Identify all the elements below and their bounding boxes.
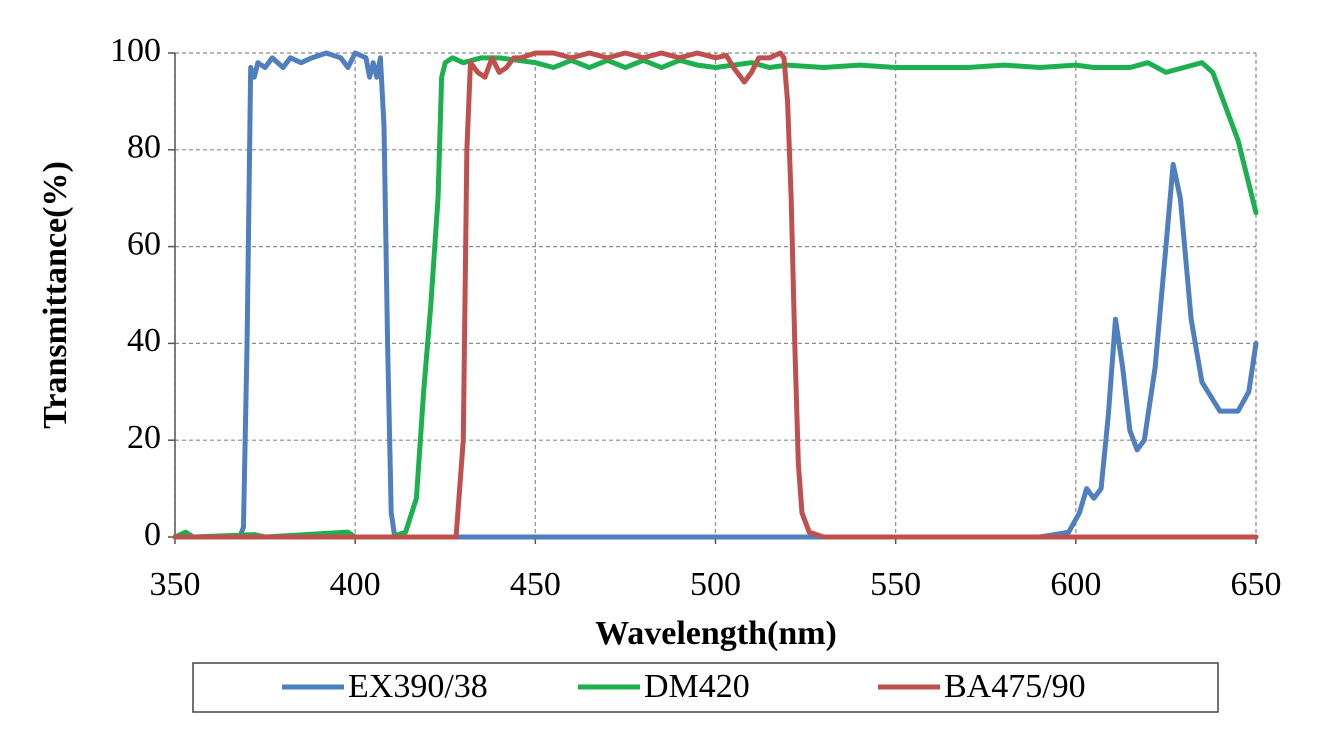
x-tick-label: 650 bbox=[1231, 566, 1282, 603]
legend-label: EX390/38 bbox=[348, 668, 488, 705]
x-tick-label: 400 bbox=[330, 566, 381, 603]
y-tick-label: 60 bbox=[127, 225, 161, 262]
legend-label: BA475/90 bbox=[944, 668, 1086, 705]
y-axis-title: Transmittance(%) bbox=[37, 161, 74, 429]
y-tick-label: 0 bbox=[144, 516, 161, 553]
x-tick-label: 350 bbox=[150, 566, 201, 603]
y-tick-label: 80 bbox=[127, 129, 161, 166]
x-tick-label: 450 bbox=[510, 566, 561, 603]
y-tick-label: 100 bbox=[110, 32, 161, 69]
series-line bbox=[172, 50, 1259, 540]
x-axis-title: Wavelength(nm) bbox=[595, 615, 837, 652]
series-line bbox=[172, 50, 1259, 540]
x-tick-label: 500 bbox=[690, 566, 741, 603]
x-tick-label: 600 bbox=[1050, 566, 1101, 603]
legend-box bbox=[192, 662, 1219, 713]
legend-label: DM420 bbox=[644, 668, 750, 705]
y-tick-label: 40 bbox=[127, 322, 161, 359]
y-tick-label: 20 bbox=[127, 419, 161, 456]
x-tick-label: 550 bbox=[870, 566, 921, 603]
